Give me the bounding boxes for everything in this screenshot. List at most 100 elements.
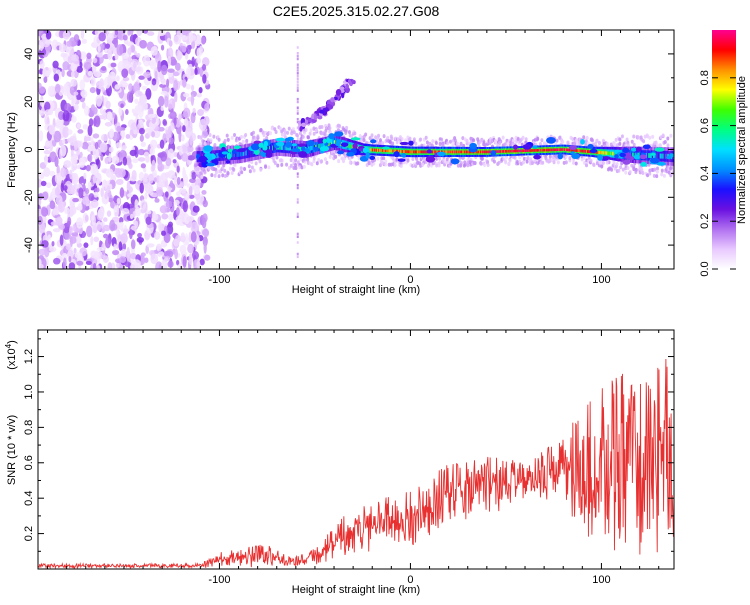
ridge-blob bbox=[362, 147, 370, 154]
ridge-halo bbox=[206, 141, 210, 146]
ridge-peak bbox=[241, 151, 244, 157]
ridge-peak bbox=[603, 151, 605, 155]
noise-blob bbox=[151, 116, 156, 124]
noise-blob bbox=[178, 113, 182, 121]
ridge-halo bbox=[404, 138, 408, 143]
noise-blob bbox=[175, 207, 180, 216]
noise-blob bbox=[128, 83, 133, 92]
ridge-halo bbox=[533, 158, 537, 163]
ridge-halo bbox=[244, 132, 248, 137]
ridge-peak bbox=[398, 149, 400, 153]
ridge-peak bbox=[567, 148, 569, 152]
ridge-halo bbox=[214, 170, 218, 175]
noise-blob bbox=[45, 39, 52, 45]
streak-segment bbox=[296, 255, 299, 259]
noise-blob bbox=[163, 232, 171, 244]
ridge-peak bbox=[534, 149, 537, 152]
ridge-halo bbox=[641, 171, 645, 176]
ridge-peak bbox=[526, 149, 529, 152]
ridge-peak bbox=[579, 149, 582, 153]
ridge-peak bbox=[664, 153, 667, 159]
noise-blob bbox=[188, 194, 195, 199]
spectrogram-x-tick-label: 0 bbox=[407, 274, 413, 286]
ridge-peak bbox=[281, 145, 284, 150]
ridge-halo bbox=[662, 173, 666, 178]
ridge-halo bbox=[610, 167, 614, 172]
noise-blob bbox=[176, 165, 180, 173]
ridge-blob bbox=[597, 154, 603, 161]
ridge-halo bbox=[210, 173, 214, 178]
ridge-blob bbox=[284, 137, 291, 142]
ridge-halo bbox=[408, 136, 412, 141]
ridge-peak bbox=[552, 148, 555, 152]
ridge-peak bbox=[541, 148, 543, 152]
noise-blob bbox=[137, 157, 146, 162]
noise-blob bbox=[202, 236, 208, 247]
noise-blob bbox=[133, 259, 141, 269]
ridge-peak bbox=[559, 148, 562, 151]
ridge-peak bbox=[497, 150, 499, 153]
noise-blob bbox=[182, 78, 187, 88]
noise-blob bbox=[60, 52, 68, 58]
ridge-peak bbox=[376, 148, 378, 152]
ridge-halo bbox=[655, 166, 659, 171]
ridge-peak bbox=[400, 149, 403, 153]
noise-blob bbox=[199, 258, 205, 266]
colorbar-tick-label: 0.8 bbox=[699, 70, 711, 85]
noise-blob bbox=[102, 255, 109, 264]
ridge-halo bbox=[625, 137, 629, 142]
noise-blob bbox=[69, 169, 73, 180]
ridge-halo bbox=[252, 168, 256, 173]
ridge-halo bbox=[294, 162, 298, 167]
noise-blob bbox=[132, 211, 136, 218]
streak-segment bbox=[296, 212, 299, 216]
ridge-peak bbox=[319, 143, 322, 149]
ridge-peak bbox=[451, 150, 454, 154]
ridge-peak bbox=[397, 149, 399, 153]
ridge-halo bbox=[377, 133, 381, 138]
ridge-halo bbox=[310, 162, 314, 167]
ridge-peak bbox=[403, 150, 406, 154]
secondary-feature-blob bbox=[319, 109, 324, 114]
noise-blob bbox=[71, 97, 75, 109]
ridge-peak bbox=[498, 150, 500, 153]
noise-blob bbox=[54, 187, 61, 196]
ridge-halo bbox=[325, 160, 329, 165]
ridge-halo bbox=[278, 126, 282, 131]
streak-segment bbox=[296, 186, 299, 190]
noise-blob bbox=[116, 125, 122, 133]
ridge-peak bbox=[551, 148, 554, 152]
ridge-peak bbox=[348, 143, 350, 148]
noise-blob bbox=[87, 181, 92, 191]
noise-blob bbox=[204, 254, 211, 261]
noise-blob bbox=[133, 50, 137, 56]
noise-blob bbox=[69, 235, 73, 247]
noise-blob bbox=[85, 260, 92, 265]
noise-blob bbox=[87, 124, 93, 137]
noise-blob bbox=[164, 95, 169, 108]
ridge-halo bbox=[315, 161, 319, 166]
ridge-peak bbox=[452, 150, 455, 154]
streak-segment bbox=[296, 172, 299, 175]
ridge-halo bbox=[228, 166, 232, 171]
noise-blob bbox=[178, 188, 187, 194]
noise-blob bbox=[174, 91, 178, 103]
ridge-peak bbox=[495, 150, 498, 153]
ridge-halo bbox=[388, 139, 392, 144]
ridge-halo bbox=[194, 163, 198, 168]
ridge-peak bbox=[657, 153, 660, 159]
noise-blob bbox=[183, 107, 191, 119]
noise-blob bbox=[167, 125, 172, 138]
noise-blob bbox=[82, 196, 90, 205]
noise-blob bbox=[52, 208, 60, 216]
noise-blob bbox=[144, 127, 152, 133]
noise-blob bbox=[182, 125, 186, 133]
ridge-blob bbox=[589, 148, 598, 154]
noise-blob bbox=[114, 114, 118, 124]
ridge-peak bbox=[646, 153, 648, 158]
noise-blob bbox=[121, 68, 129, 78]
ridge-blob bbox=[571, 153, 580, 160]
noise-blob bbox=[168, 40, 173, 47]
